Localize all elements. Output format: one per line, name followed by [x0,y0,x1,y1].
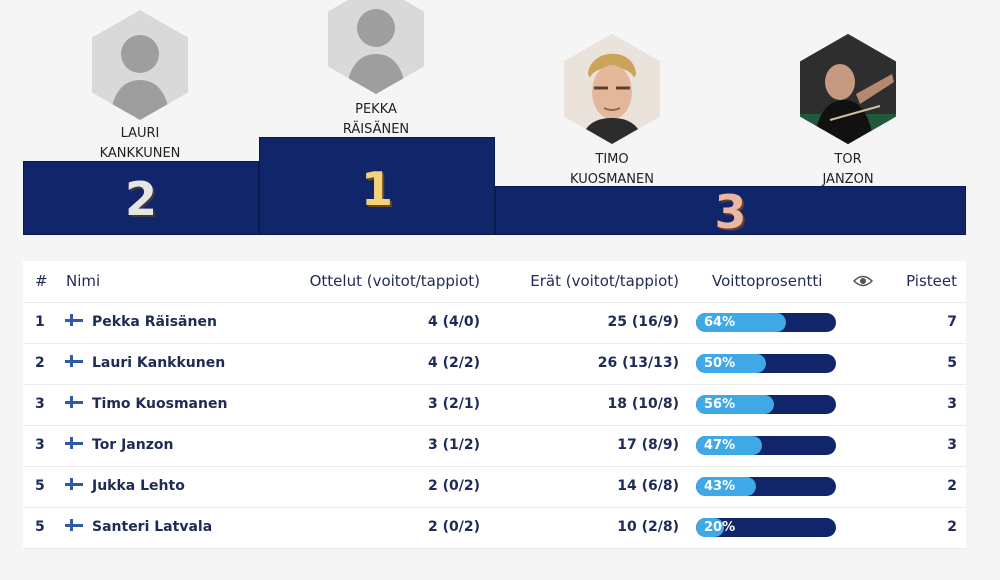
flag-icon [65,507,83,548]
row-rank: 2 [35,355,45,371]
row-sets: 17 (8/9) [617,437,679,453]
podium-name-first: PEKKA RÄISÄNEN [296,100,456,140]
row-rank: 3 [35,437,45,453]
avatar [800,34,896,144]
win-percentage-bar: 56% [696,395,836,414]
table-row[interactable]: 3 Timo Kuosmanen 3 (2/1) 18 (10/8) 56% 3 [23,384,966,426]
row-matches: 3 (1/2) [427,437,480,453]
podium-player-first[interactable] [328,0,424,94]
eye-icon[interactable] [852,261,875,302]
row-matches: 2 (0/2) [427,519,480,535]
last-name: KUOSMANEN [570,172,654,187]
flag-icon [65,425,83,466]
flag-icon [65,466,83,507]
row-sets: 25 (16/9) [607,314,680,330]
podium-block-second: 2 [23,161,259,235]
row-matches: 2 (0/2) [427,478,480,494]
win-percentage-fill [696,436,762,455]
podium-block-third: 3 [495,185,966,239]
last-name: KANKKUNEN [99,146,181,161]
win-percentage-fill [696,354,766,373]
win-percentage-fill [696,313,786,332]
win-percentage-bar: 64% [696,313,836,332]
win-percentage-label: 64% [704,315,736,330]
win-percentage-label: 56% [704,397,736,412]
flag-icon [65,384,83,425]
row-rank: 1 [35,314,45,330]
win-percentage-fill [696,477,757,496]
header-matches[interactable]: Ottelut (voitot/tappiot) [309,272,480,290]
win-percentage-fill [696,395,775,414]
podium: LAURI KANKKUNEN PEKKA RÄISÄNEN T [0,0,1000,240]
row-sets: 26 (13/13) [597,355,679,371]
last-name: RÄISÄNEN [342,122,410,137]
win-percentage-fill [696,518,724,537]
row-points: 2 [947,519,957,535]
last-name: JANZON [822,172,874,187]
win-percentage-label: 47% [704,438,736,453]
table-row[interactable]: 5 Santeri Latvala 2 (0/2) 10 (2/8) 20% 2 [23,507,966,549]
rank-number: 3 [714,185,747,239]
first-name: TIMO [595,152,629,167]
win-percentage-label: 43% [704,479,736,494]
row-player-name[interactable]: Tor Janzon [92,437,174,453]
avatar [564,34,660,144]
row-points: 5 [947,355,957,371]
podium-player-second[interactable] [92,10,188,120]
row-rank: 5 [35,519,45,535]
rank-number: 2 [124,172,157,226]
podium-name-third-b: TOR JANZON [768,150,928,190]
first-name: LAURI [120,126,160,141]
row-sets: 18 (10/8) [607,396,680,412]
podium-player-third-b[interactable] [800,34,896,144]
row-points: 3 [947,437,957,453]
row-matches: 4 (2/2) [427,355,480,371]
first-name: PEKKA [355,102,397,117]
win-percentage-bar: 50% [696,354,836,373]
row-matches: 3 (2/1) [427,396,480,412]
table-row[interactable]: 3 Tor Janzon 3 (1/2) 17 (8/9) 47% 3 [23,425,966,467]
table-header: # Nimi Ottelut (voitot/tappiot) Erät (vo… [23,261,966,303]
podium-name-third-a: TIMO KUOSMANEN [532,150,692,190]
flag-icon [65,343,83,384]
rank-number: 1 [360,162,393,216]
table-row[interactable]: 1 Pekka Räisänen 4 (4/0) 25 (16/9) 64% 7 [23,302,966,344]
table-row[interactable]: 5 Jukka Lehto 2 (0/2) 14 (6/8) 43% 2 [23,466,966,508]
first-name: TOR [834,152,862,167]
row-points: 7 [947,314,957,330]
win-percentage-label: 50% [704,356,736,371]
row-rank: 3 [35,396,45,412]
row-points: 3 [947,396,957,412]
row-sets: 14 (6/8) [617,478,679,494]
header-points[interactable]: Pisteet [906,272,957,290]
header-win-pct[interactable]: Voittoprosentti [712,272,823,290]
avatar [328,0,424,94]
podium-block-first: 1 [259,137,495,235]
row-rank: 5 [35,478,45,494]
win-percentage-bar: 43% [696,477,836,496]
podium-player-third-a[interactable] [564,34,660,144]
row-points: 2 [947,478,957,494]
row-sets: 10 (2/8) [617,519,679,535]
row-player-name[interactable]: Lauri Kankkunen [92,355,226,371]
header-rank: # [35,272,48,290]
table-row[interactable]: 2 Lauri Kankkunen 4 (2/2) 26 (13/13) 50% 5 [23,343,966,385]
podium-name-second: LAURI KANKKUNEN [60,124,220,164]
row-player-name[interactable]: Timo Kuosmanen [92,396,228,412]
flag-icon [65,302,83,343]
header-name[interactable]: Nimi [66,272,101,290]
win-percentage-label: 20% [704,520,736,535]
row-player-name[interactable]: Jukka Lehto [92,478,185,494]
win-percentage-bar: 47% [696,436,836,455]
standings-table: # Nimi Ottelut (voitot/tappiot) Erät (vo… [23,261,966,549]
win-percentage-bar: 20% [696,518,836,537]
avatar [92,10,188,120]
row-player-name[interactable]: Pekka Räisänen [92,314,217,330]
row-player-name[interactable]: Santeri Latvala [92,519,213,535]
header-sets[interactable]: Erät (voitot/tappiot) [530,272,679,290]
row-matches: 4 (4/0) [427,314,480,330]
